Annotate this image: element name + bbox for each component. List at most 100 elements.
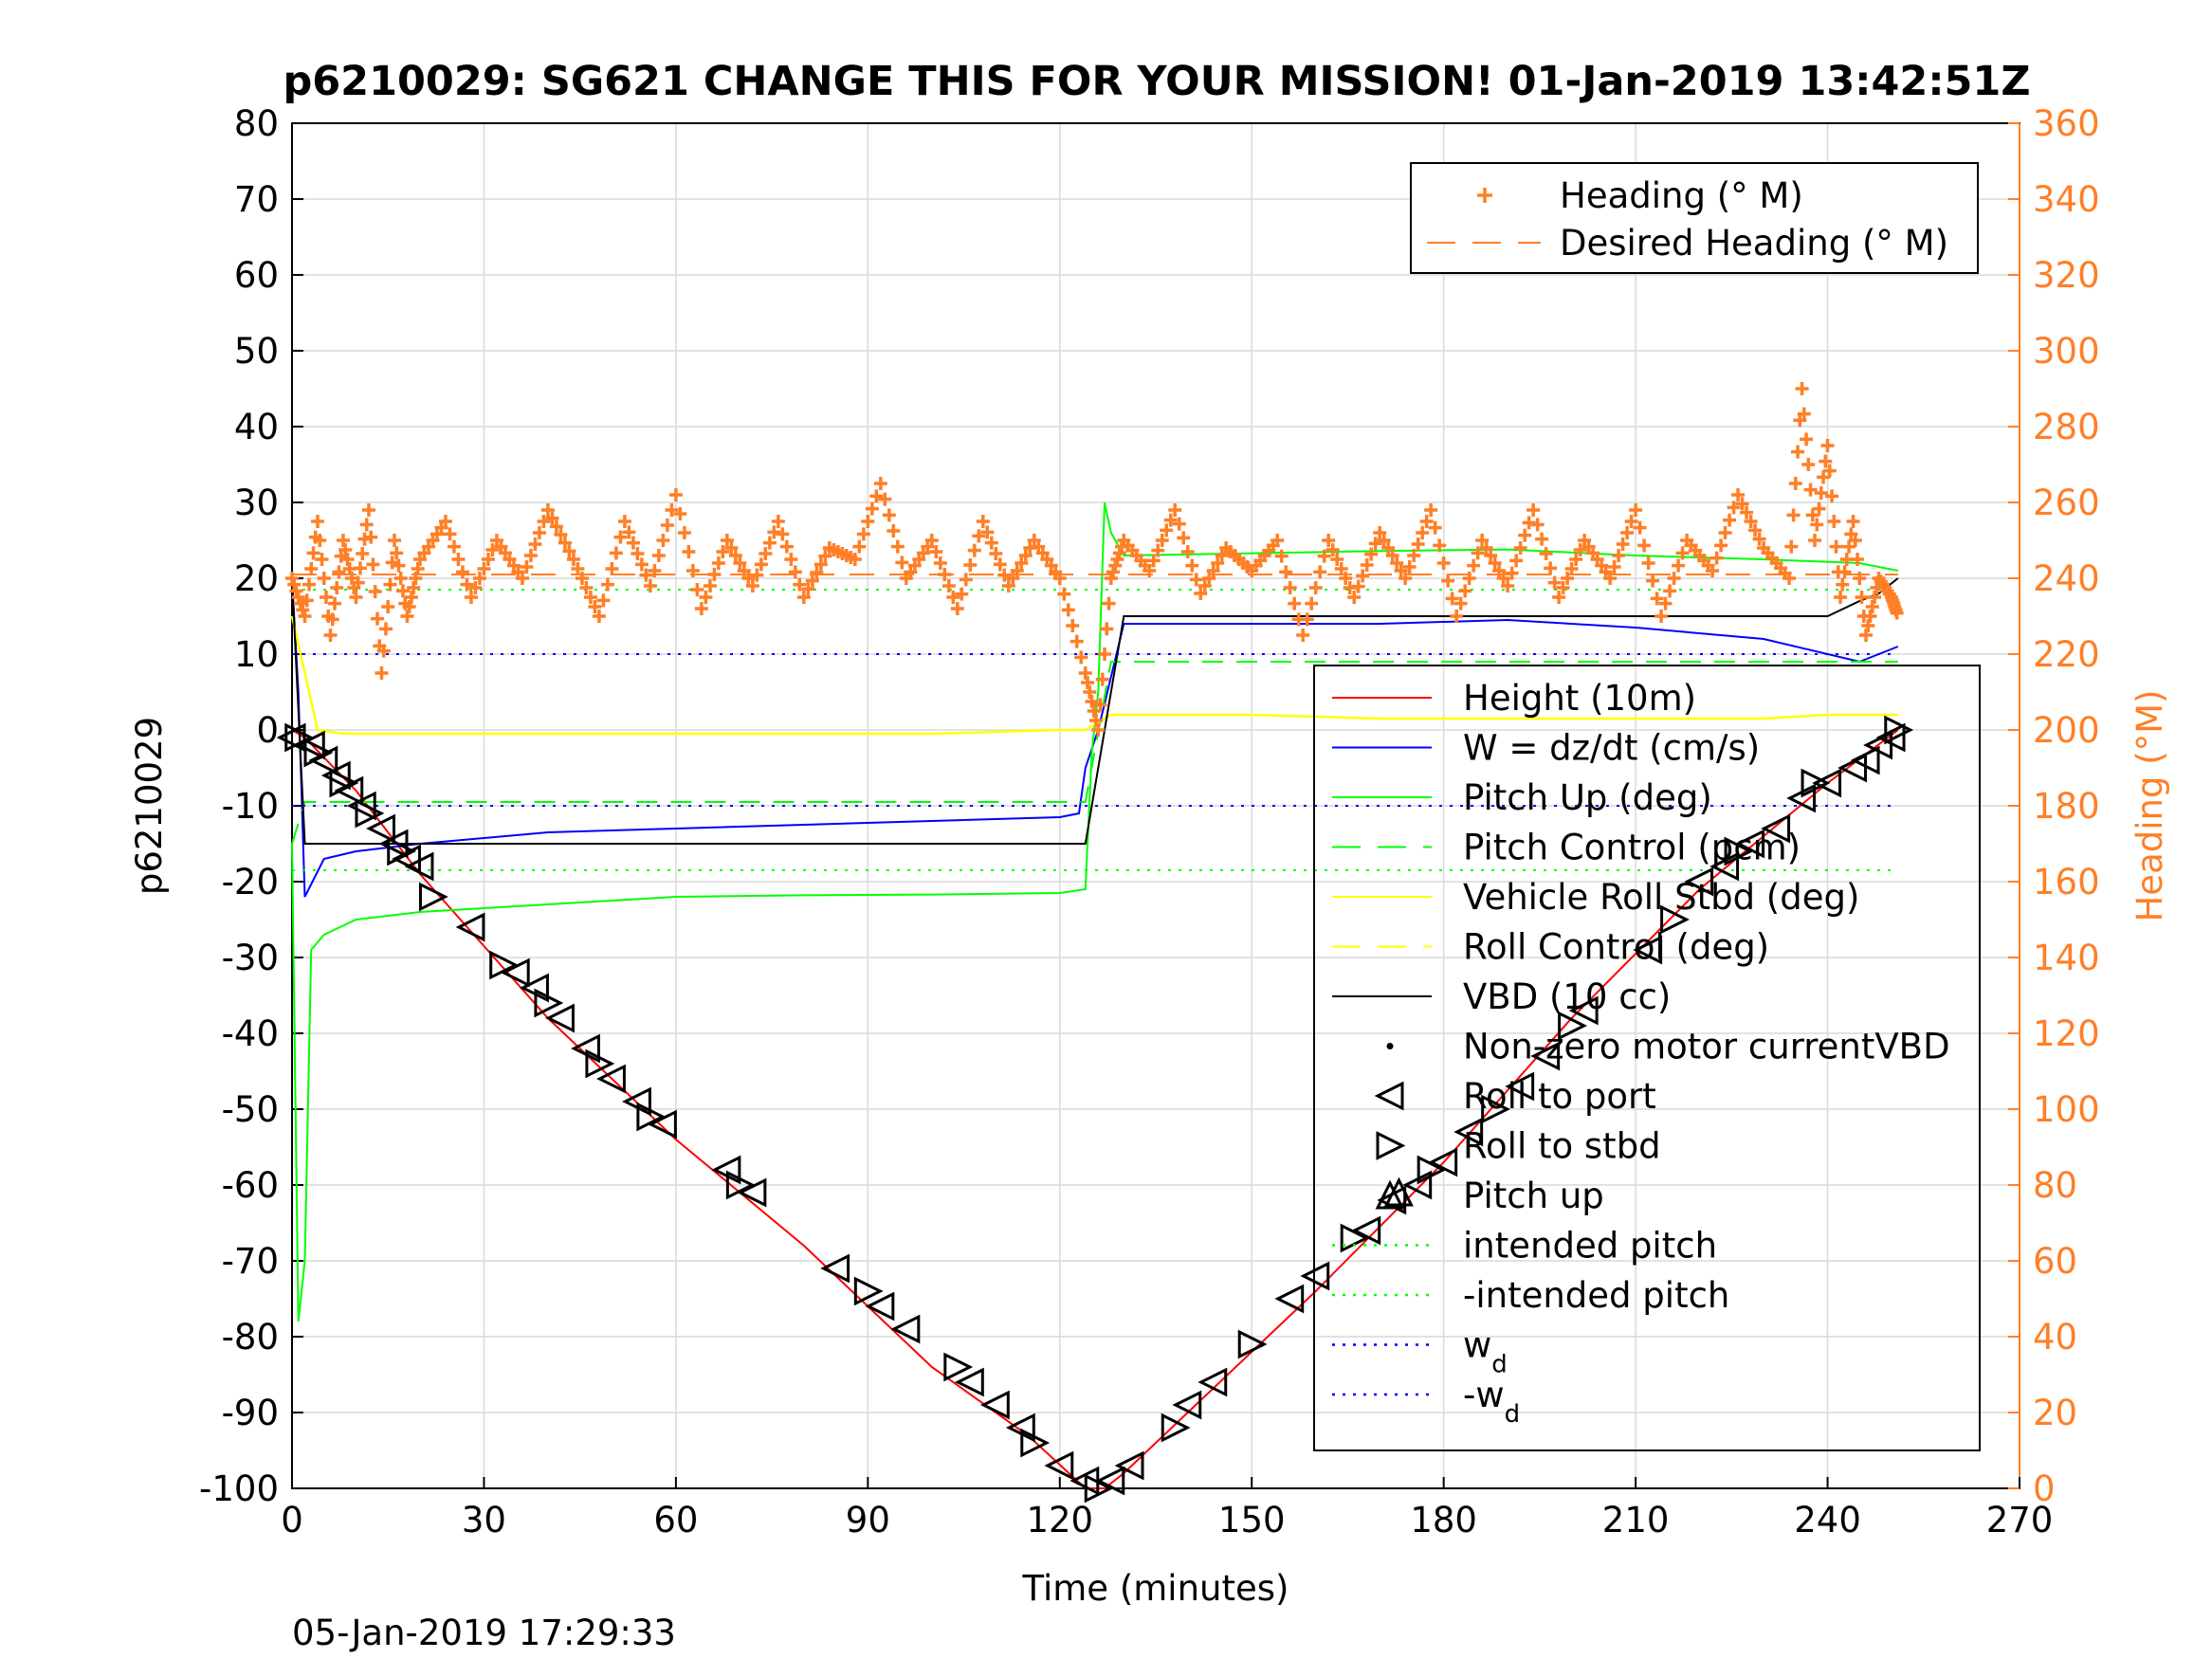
legend-label: VBD (10 cc): [1463, 976, 1671, 1017]
heading-point: [1837, 565, 1852, 579]
legend-swatch: [1376, 1131, 1406, 1160]
heading-point: [554, 528, 568, 541]
heading-point: [1078, 666, 1092, 680]
roll-to-port-marker: [596, 1064, 626, 1094]
heading-point: [1407, 549, 1421, 562]
x-tick-label: 0: [281, 1500, 303, 1540]
heading-point: [1155, 534, 1169, 547]
roll-to-port-marker: [890, 1314, 921, 1344]
heading-point: [1801, 458, 1816, 471]
heading-point: [1848, 534, 1862, 547]
heading-point: [356, 547, 370, 560]
roll-to-port-marker: [820, 1253, 850, 1284]
heading-point: [1868, 591, 1882, 604]
legend-label: Pitch Up (deg): [1463, 777, 1712, 818]
heading-point: [605, 562, 619, 575]
heading-point: [890, 539, 905, 554]
roll-to-stbd-marker: [534, 988, 564, 1018]
heading-point: [805, 574, 819, 588]
heading-point: [359, 518, 374, 532]
heading-point: [1458, 584, 1472, 598]
x-tick-label: 60: [653, 1500, 698, 1540]
y-tick-right-label: 260: [2033, 483, 2100, 523]
heading-point: [1471, 546, 1485, 560]
heading-point: [562, 544, 576, 558]
roll-to-port-marker: [276, 722, 306, 753]
roll-to-stbd-marker: [1884, 715, 1914, 745]
heading-point: [771, 515, 785, 528]
heading-point: [869, 489, 884, 503]
roll-to-stbd-marker: [1237, 1329, 1268, 1359]
heading-point: [1861, 619, 1875, 632]
heading-point: [1001, 579, 1015, 592]
roll-to-port-marker: [865, 1291, 895, 1322]
heading-point: [997, 568, 1012, 582]
roll-to-stbd-marker: [853, 1276, 884, 1306]
heading-point: [1189, 573, 1203, 587]
heading-point: [1211, 556, 1225, 570]
heading-point: [690, 583, 704, 596]
heading-point: [1445, 592, 1459, 606]
heading-point: [1530, 518, 1545, 532]
heading-point: [319, 591, 333, 604]
heading-point: [1083, 685, 1097, 699]
legend-label: Non-zero motor currentVBD: [1463, 1027, 1950, 1067]
heading-point: [1450, 610, 1464, 623]
heading-point: [390, 546, 404, 560]
heading-point: [1093, 698, 1107, 712]
heading-point: [1160, 523, 1174, 538]
y-tick-left-label: -30: [222, 938, 279, 978]
heading-point: [626, 536, 640, 550]
heading-point: [520, 560, 534, 574]
y-tick-right-label: 40: [2033, 1317, 2077, 1358]
heading-point: [1658, 596, 1673, 611]
y-tick-right-label: 60: [2033, 1241, 2077, 1282]
legend-label-subscript: d: [1491, 1351, 1508, 1379]
heading-point: [1834, 591, 1848, 604]
roll-to-stbd-marker: [636, 1102, 667, 1132]
heading-point: [1411, 538, 1425, 551]
legend-label: Roll to stbd: [1463, 1126, 1661, 1167]
heading-point: [1526, 503, 1541, 517]
heading-point: [1288, 596, 1302, 611]
y-tick-left-label: -10: [222, 786, 279, 827]
legend-main-box: [1313, 665, 1981, 1451]
y-tick-left-label: 10: [234, 634, 279, 675]
heading-point: [364, 530, 378, 544]
legend-label: -wd: [1463, 1375, 1520, 1429]
y-tick-right-label: 360: [2033, 103, 2100, 144]
heading-point: [946, 591, 960, 604]
heading-point: [315, 553, 329, 566]
legend-label: Vehicle Roll Stbd (deg): [1463, 877, 1859, 918]
heading-point: [967, 543, 981, 557]
heading-point: [404, 591, 418, 604]
heading-point: [720, 534, 734, 547]
heading-point: [1890, 606, 1904, 620]
heading-point: [818, 549, 832, 563]
heading-point: [762, 536, 777, 550]
heading-point: [451, 553, 466, 566]
heading-point: [643, 579, 657, 592]
heading-point: [537, 515, 551, 528]
heading-point: [1394, 564, 1408, 577]
heading-point: [895, 556, 909, 570]
heading-point: [1748, 523, 1763, 538]
heading-point: [532, 526, 546, 539]
heading-point: [1089, 714, 1104, 727]
heading-point: [865, 501, 879, 516]
y-tick-right-label: 340: [2033, 179, 2100, 220]
heading-point: [1467, 558, 1481, 573]
heading-point: [1859, 629, 1874, 642]
heading-point: [1827, 515, 1841, 528]
y-tick-right-label: 80: [2033, 1165, 2077, 1206]
heading-point: [549, 520, 563, 534]
y-tick-right-label: 200: [2033, 710, 2100, 751]
heading-point: [1633, 520, 1647, 535]
heading-point: [370, 611, 384, 626]
roll-to-stbd-marker: [1801, 768, 1831, 798]
y-tick-right-label: 180: [2033, 786, 2100, 827]
y-tick-left-label: 60: [234, 255, 279, 296]
heading-point: [481, 553, 495, 566]
heading-point: [1714, 538, 1728, 553]
heading-point: [1513, 541, 1527, 555]
